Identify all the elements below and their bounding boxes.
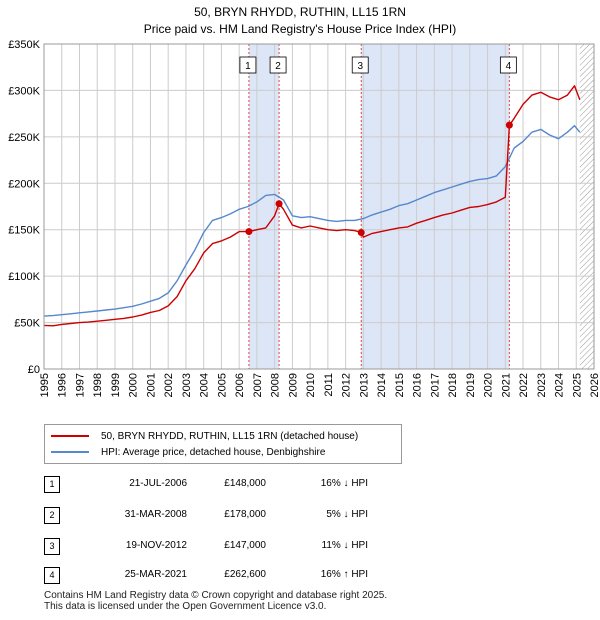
legend-sale-label: 50, BRYN RHYDD, RUTHIN, LL15 1RN (detach…: [101, 430, 359, 442]
x-tick-label: 2025: [571, 373, 583, 397]
sale-marker-badge: 4: [44, 567, 60, 584]
x-tick-label: 2003: [181, 373, 193, 397]
attribution-line-1: Contains HM Land Registry data © Crown c…: [44, 590, 388, 601]
y-tick-label: £250K: [8, 132, 40, 144]
x-tick-label: 2015: [394, 373, 406, 397]
sale-marker-badge: 2: [44, 507, 60, 524]
sale-date: 19-NOV-2012: [125, 540, 187, 551]
attribution-line-2: This data is licensed under the Open Gov…: [44, 601, 327, 612]
x-tick-label: 2001: [145, 373, 157, 397]
legend-sale-swatch: [51, 435, 89, 437]
sale-price: £148,000: [224, 478, 266, 489]
attribution: Contains HM Land Registry data © Crown c…: [44, 590, 387, 612]
sale-marker-badge: 3: [44, 538, 60, 555]
sale-date: 31-MAR-2008: [124, 509, 187, 520]
x-tick-label: 2008: [270, 373, 282, 397]
x-tick-label: 2024: [554, 373, 566, 397]
projection-hatch: [579, 44, 594, 369]
x-tick-label: 2009: [287, 373, 299, 397]
x-tick-label: 2017: [429, 373, 441, 397]
sale-hpi-diff: 16% ↑ HPI: [320, 569, 368, 580]
sale-number-box: [351, 56, 369, 74]
sale-hpi-diff: 5% ↓ HPI: [326, 509, 368, 520]
y-tick-label: £350K: [8, 39, 40, 51]
sale-date: 21-JUL-2006: [129, 478, 187, 489]
x-tick-label: 2014: [376, 373, 388, 397]
x-tick-label: 2006: [234, 373, 246, 397]
hpi-series-line: [43, 124, 581, 317]
x-tick-label: 2013: [358, 373, 370, 397]
y-tick-label: £100K: [8, 271, 40, 283]
chart-legend: 50, BRYN RHYDD, RUTHIN, LL15 1RN (detach…: [44, 424, 402, 464]
x-tick-label: 2018: [447, 373, 459, 397]
x-tick-label: 2016: [412, 373, 424, 397]
x-tick-label: 2022: [518, 373, 530, 397]
sale-hpi-diff: 11% ↓ HPI: [321, 540, 369, 551]
sale-point: [357, 229, 365, 236]
legend-hpi-label: HPI: Average price, detached house, Denb…: [101, 446, 326, 458]
x-tick-label: 1995: [39, 373, 51, 397]
sale-point: [275, 200, 283, 208]
price-chart: £0 £50K £100K £150K £200K £250K £300K £350K 1995…: [8, 39, 600, 397]
x-tick-label: 2000: [128, 373, 140, 397]
sale-number-label: 1: [245, 61, 251, 72]
x-tick-label: 2004: [199, 373, 211, 397]
sale-number-box: [499, 56, 517, 74]
sale-hpi-diff: 16% ↓ HPI: [320, 478, 368, 489]
x-tick-label: 2005: [216, 373, 228, 397]
sale-price: £262,600: [224, 569, 266, 580]
x-tick-label: 2012: [341, 373, 353, 397]
sale-price: £147,000: [224, 540, 266, 551]
x-tick-label: 2026: [589, 373, 600, 397]
x-tick-label: 2002: [163, 373, 175, 397]
sale-number-box: [269, 56, 287, 74]
sale-date: 25-MAR-2021: [124, 569, 187, 580]
chart-subtitle: Price paid vs. HM Land Registry's House …: [143, 22, 457, 36]
x-tick-label: 1999: [110, 373, 122, 397]
x-tick-label: 2007: [252, 373, 264, 397]
x-tick-label: 2010: [305, 373, 317, 397]
legend-hpi-swatch: [51, 451, 89, 453]
y-tick-label: £300K: [8, 85, 40, 97]
plot-area: [44, 44, 594, 369]
sale-period-shade: [248, 44, 280, 369]
chart-title: 50, BRYN RHYDD, RUTHIN, LL15 1RN: [194, 5, 406, 19]
table-row: 3 19-NOV-2012 £147,000 11% ↓ HPI: [0, 538, 600, 556]
y-tick-label: £150K: [8, 225, 40, 237]
sale-point: [245, 228, 253, 236]
x-tick-label: 1996: [57, 373, 69, 397]
y-tick-label: £0: [28, 364, 40, 376]
x-tick-label: 1997: [74, 373, 86, 397]
table-row: 1 21-JUL-2006 £148,000 16% ↓ HPI: [0, 476, 600, 494]
sale-point: [505, 121, 513, 129]
sale-marker-badge: 1: [44, 476, 60, 493]
sale-price: £178,000: [224, 509, 266, 520]
y-tick-label: £50K: [14, 318, 40, 330]
sale-number-box: [239, 56, 257, 74]
sale-series-line: [43, 85, 581, 327]
sale-period-shade: [361, 44, 510, 369]
table-row: 4 25-MAR-2021 £262,600 16% ↑ HPI: [0, 567, 600, 585]
sale-number-label: 4: [506, 61, 512, 72]
x-tick-label: 1998: [92, 373, 104, 397]
x-tick-label: 2011: [323, 373, 335, 397]
sale-number-label: 3: [357, 61, 363, 72]
y-tick-label: £200K: [8, 178, 40, 190]
sale-number-label: 2: [275, 61, 281, 72]
x-tick-label: 2021: [500, 373, 512, 397]
plot-border: [43, 43, 595, 370]
table-row: 2 31-MAR-2008 £178,000 5% ↓ HPI: [0, 507, 600, 525]
x-tick-label: 2019: [465, 373, 477, 397]
x-tick-label: 2023: [536, 373, 548, 397]
x-tick-label: 2020: [483, 373, 495, 397]
